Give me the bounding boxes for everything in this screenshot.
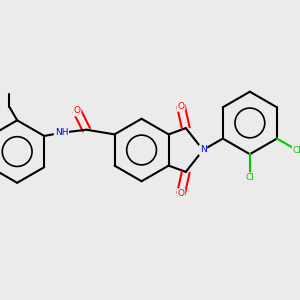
Text: Cl: Cl	[245, 173, 254, 182]
Text: O: O	[74, 106, 80, 116]
Text: O: O	[177, 189, 184, 198]
Text: O: O	[177, 102, 184, 111]
Text: N: N	[200, 146, 206, 154]
Text: Cl: Cl	[293, 146, 300, 155]
Text: NH: NH	[55, 128, 68, 137]
